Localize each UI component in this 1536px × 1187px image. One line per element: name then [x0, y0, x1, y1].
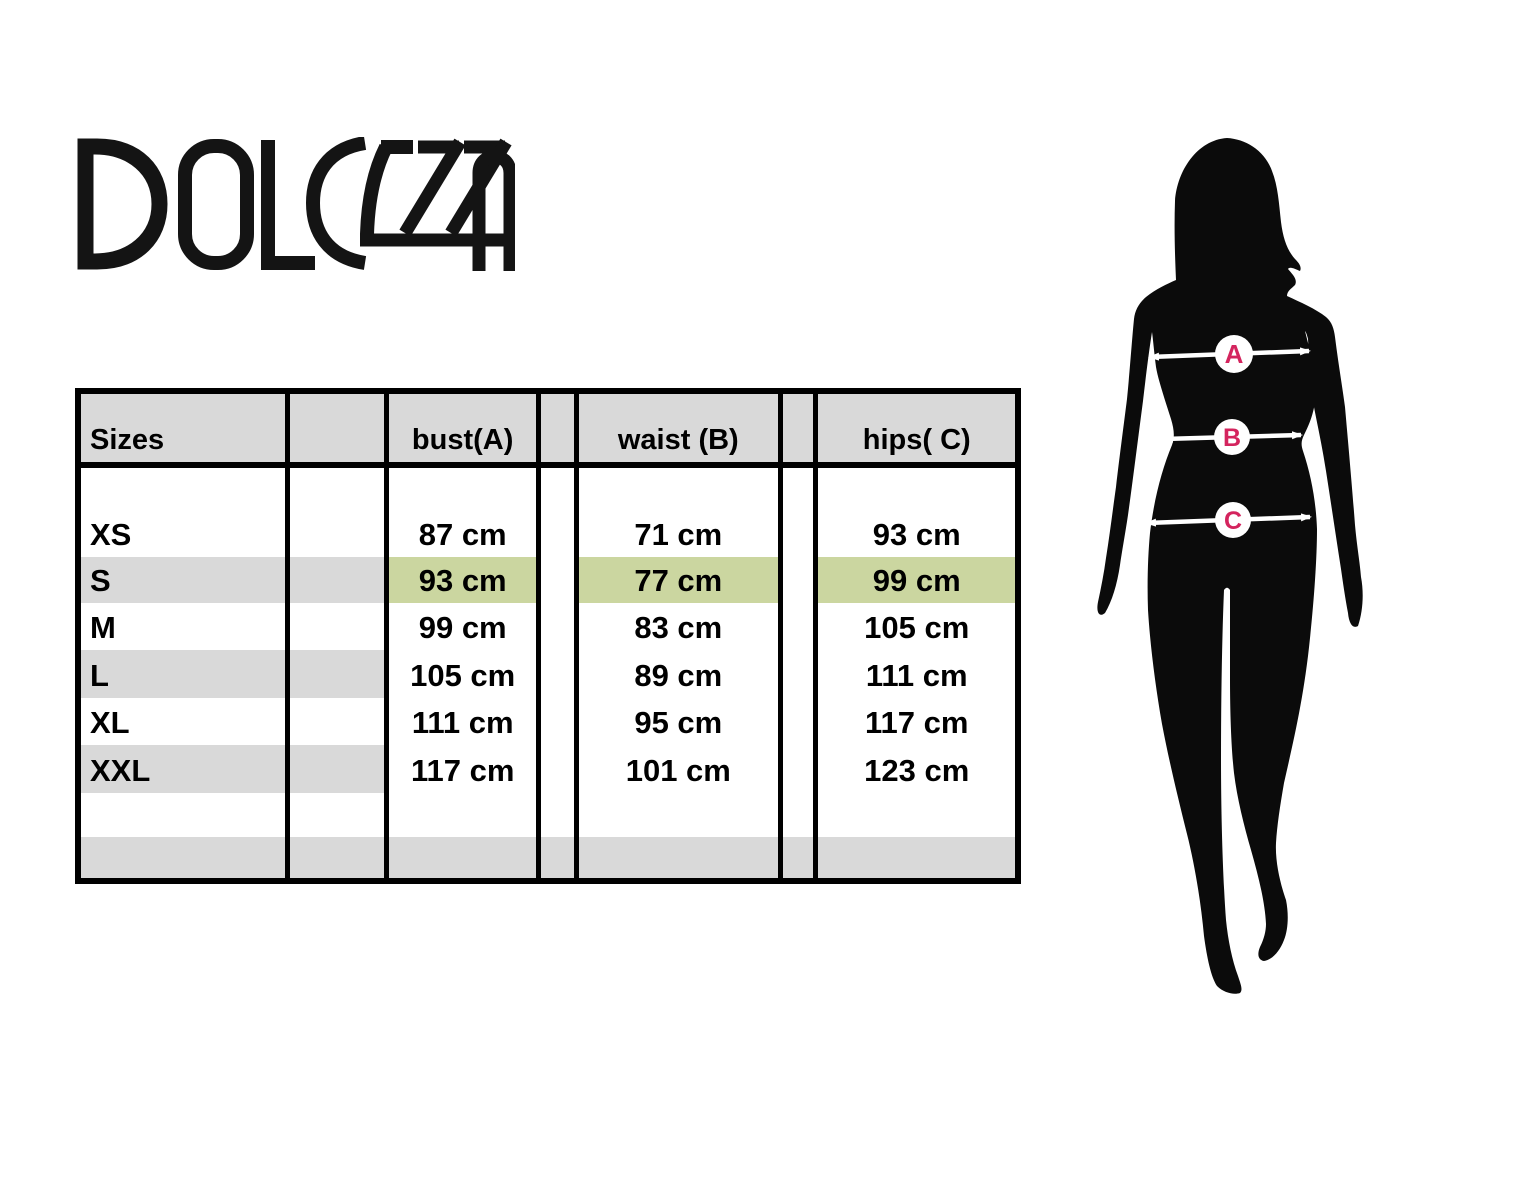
logo-letter-e-stem — [360, 143, 393, 235]
header-gap-cell — [777, 391, 819, 468]
empty-cell — [573, 793, 783, 837]
gap-cell — [536, 650, 579, 698]
gap-cell — [777, 650, 819, 698]
bust-value-cell: 99 cm — [384, 603, 542, 650]
bust-marker-circle — [1215, 335, 1253, 373]
gap-cell — [777, 557, 819, 603]
footer-cell — [284, 837, 390, 881]
empty-cell — [284, 793, 390, 837]
bust-value-cell: 117 cm — [384, 745, 542, 793]
gap-cell — [777, 745, 819, 793]
footer-cell — [384, 837, 542, 881]
spacer-cell — [284, 465, 390, 557]
waist-marker-circle — [1214, 419, 1250, 455]
bust-value-cell: 87 cm — [384, 465, 542, 557]
empty-cell — [777, 793, 819, 837]
gap-cell — [777, 465, 819, 557]
waist-value-cell: 83 cm — [573, 603, 783, 650]
size-row-xxl: XXL 117 cm 101 cm 123 cm — [75, 745, 1021, 793]
empty-row — [75, 793, 1021, 837]
logo-letter-d — [77, 138, 168, 270]
waist-value-cell: 71 cm — [573, 465, 783, 557]
brand-logo: DOLCEZZA — [77, 137, 515, 271]
logo-glyphs — [77, 137, 515, 271]
bust-value-cell: 111 cm — [384, 698, 542, 745]
gap-cell — [536, 557, 579, 603]
size-chart-table: Sizes bust(A) waist (B) hips( C) XS 87 c… — [75, 388, 1021, 884]
hips-marker-circle — [1215, 502, 1251, 538]
gap-cell — [536, 745, 579, 793]
logo-letter-z1-diag — [399, 138, 466, 237]
size-label-cell: XL — [75, 698, 290, 745]
logo-letter-l — [261, 140, 315, 270]
bust-measurement-marker: A — [1148, 335, 1311, 373]
waist-value-cell: 101 cm — [573, 745, 783, 793]
empty-cell — [813, 793, 1021, 837]
bust-value-cell: 93 cm — [384, 557, 542, 603]
waist-marker-letter: B — [1223, 424, 1241, 452]
spacer-cell — [284, 603, 390, 650]
footer-cell — [536, 837, 579, 881]
empty-cell — [536, 793, 579, 837]
header-hips: hips( C) — [813, 391, 1021, 468]
header-gap-cell — [536, 391, 579, 468]
hips-measurement-marker: C — [1145, 502, 1312, 538]
bust-value-cell: 105 cm — [384, 650, 542, 698]
hips-value-cell: 117 cm — [813, 698, 1021, 745]
header-waist: waist (B) — [573, 391, 783, 468]
empty-cell — [384, 793, 542, 837]
logo-letter-a — [472, 150, 515, 271]
header-spacer-cell — [284, 391, 390, 468]
footer-gray-row — [75, 837, 1021, 881]
header-sizes: Sizes — [75, 391, 290, 468]
size-row-l: L 105 cm 89 cm 111 cm — [75, 650, 1021, 698]
female-silhouette — [1097, 138, 1363, 994]
footer-cell — [75, 837, 290, 881]
hips-value-cell: 123 cm — [813, 745, 1021, 793]
header-row: Sizes bust(A) waist (B) hips( C) — [75, 391, 1021, 468]
size-label-cell: XXL — [75, 745, 290, 793]
hips-value-cell: 111 cm — [813, 650, 1021, 698]
waist-value-cell: 77 cm — [573, 557, 783, 603]
gap-cell — [777, 603, 819, 650]
spacer-cell — [284, 698, 390, 745]
empty-cell — [75, 793, 290, 837]
size-label-cell: L — [75, 650, 290, 698]
size-row-m: M 99 cm 83 cm 105 cm — [75, 603, 1021, 650]
bust-marker-letter: A — [1225, 339, 1244, 369]
size-row-s-highlighted: S 93 cm 77 cm 99 cm — [75, 557, 1021, 603]
hips-value-cell: 99 cm — [813, 557, 1021, 603]
hips-value-cell: 93 cm — [813, 465, 1021, 557]
waist-value-cell: 89 cm — [573, 650, 783, 698]
size-label-cell: M — [75, 603, 290, 650]
gap-cell — [536, 465, 579, 557]
size-row-xl: XL 111 cm 95 cm 117 cm — [75, 698, 1021, 745]
hips-marker-letter: C — [1224, 507, 1242, 535]
measurement-figure: A B C — [1097, 138, 1363, 994]
footer-cell — [813, 837, 1021, 881]
logo-letter-o — [178, 139, 254, 270]
hips-value-cell: 105 cm — [813, 603, 1021, 650]
waist-measurement-marker: B — [1162, 419, 1303, 455]
gap-cell — [536, 603, 579, 650]
logo-letter-c — [305, 137, 367, 270]
spacer-cell — [284, 557, 390, 603]
size-label-cell: XS — [75, 465, 290, 557]
waist-value-cell: 95 cm — [573, 698, 783, 745]
spacer-cell — [284, 650, 390, 698]
gap-cell — [536, 698, 579, 745]
footer-cell — [777, 837, 819, 881]
size-label-cell: S — [75, 557, 290, 603]
gap-cell — [777, 698, 819, 745]
spacer-cell — [284, 745, 390, 793]
footer-cell — [573, 837, 783, 881]
header-bust: bust(A) — [384, 391, 542, 468]
size-row-xs: XS 87 cm 71 cm 93 cm — [75, 465, 1021, 557]
